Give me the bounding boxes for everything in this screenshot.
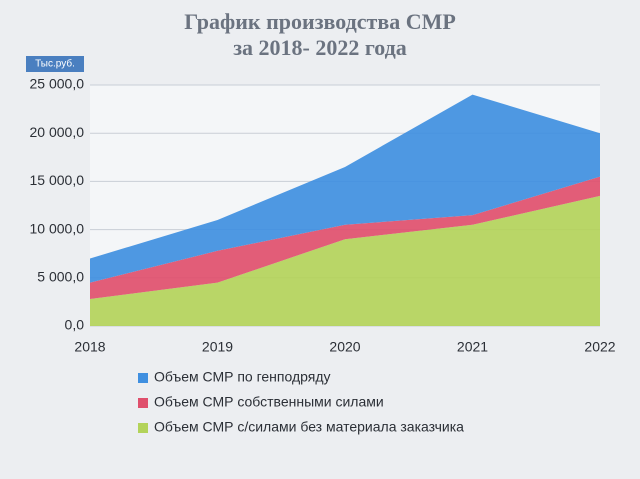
- y-tick-label: 25 000,0: [30, 76, 85, 92]
- x-tick-label: 2022: [584, 339, 615, 355]
- x-tick-label: 2021: [457, 339, 488, 355]
- y-tick-label: 5 000,0: [37, 269, 84, 285]
- chart-title: График производства СМР: [184, 9, 456, 34]
- legend-label: Объем СМР с/силами без материала заказчи…: [154, 419, 464, 435]
- chart-subtitle: за 2018- 2022 года: [233, 35, 407, 60]
- x-tick-label: 2020: [329, 339, 360, 355]
- y-tick-label: 10 000,0: [30, 220, 85, 236]
- x-tick-label: 2019: [202, 339, 233, 355]
- y-tick-label: 20 000,0: [30, 124, 85, 140]
- legend-label: Объем СМР по генподряду: [154, 369, 331, 385]
- unit-box: [26, 56, 84, 72]
- y-tick-label: 15 000,0: [30, 172, 85, 188]
- legend-label: Объем СМР собственными силами: [154, 394, 384, 410]
- y-axis-unit: Тыс.руб.: [35, 58, 75, 70]
- legend-swatch: [138, 398, 148, 408]
- area: [90, 94, 600, 283]
- x-tick-label: 2018: [74, 339, 105, 355]
- legend-swatch: [138, 373, 148, 383]
- y-tick-label: 0,0: [65, 317, 85, 333]
- legend-swatch: [138, 423, 148, 433]
- area: [90, 195, 600, 326]
- area: [90, 176, 600, 300]
